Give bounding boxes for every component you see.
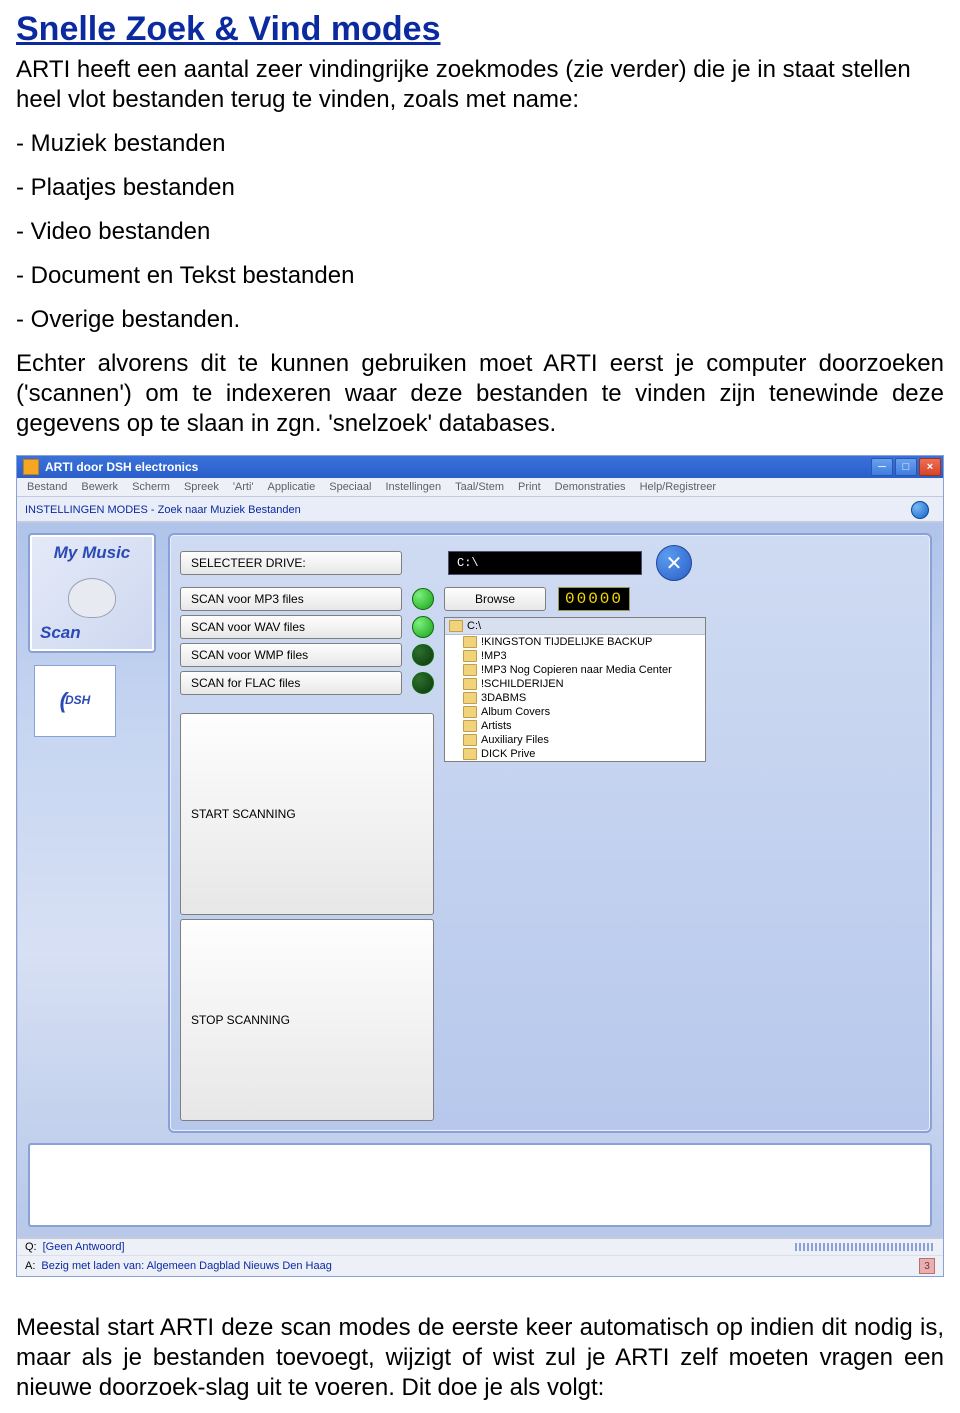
app-icon — [23, 459, 39, 475]
folder-icon — [463, 734, 477, 746]
menu-arti[interactable]: 'Arti' — [233, 481, 254, 493]
led-wmp — [412, 644, 434, 666]
folder-icon — [463, 636, 477, 648]
mouse-icon — [68, 578, 116, 618]
status-a-label: A: — [25, 1260, 35, 1272]
doc-bullet-4: - Overige bestanden. — [0, 305, 960, 345]
doc-bullet-0: - Muziek bestanden — [0, 129, 960, 169]
scan-mp3-button[interactable]: SCAN voor MP3 files — [180, 587, 402, 611]
folder-item[interactable]: !MP3 Nog Copieren naar Media Center — [445, 663, 705, 677]
select-drive-button[interactable]: SELECTEER DRIVE: — [180, 551, 402, 575]
window-title: ARTI door DSH electronics — [45, 460, 871, 474]
folder-item[interactable]: !MP3 — [445, 649, 705, 663]
doc-heading: Snelle Zoek & Vind modes — [0, 0, 960, 55]
folder-item-label: Album Covers — [481, 706, 550, 718]
mode-subheader: INSTELLINGEN MODES - Zoek naar Muziek Be… — [17, 497, 943, 522]
menu-demonstraties[interactable]: Demonstraties — [555, 481, 626, 493]
stop-scanning-button[interactable]: STOP SCANNING — [180, 919, 434, 1121]
dsh-logo-tile[interactable]: DSH — [34, 665, 116, 737]
mymusic-label: My Music — [54, 543, 131, 563]
scan-label: Scan — [40, 623, 81, 643]
folder-root[interactable]: C:\ — [445, 618, 705, 635]
doc-bullet-1: - Plaatjes bestanden — [0, 173, 960, 213]
doc-intro: ARTI heeft een aantal zeer vindingrijke … — [0, 55, 960, 125]
folder-root-label: C:\ — [467, 620, 481, 632]
folder-icon — [463, 720, 477, 732]
status-badge: 3 — [919, 1258, 935, 1274]
folder-listbox[interactable]: C:\ !KINGSTON TIJDELIJKE BACKUP !MP3 !MP… — [444, 617, 706, 762]
menu-bewerk[interactable]: Bewerk — [81, 481, 118, 493]
doc-bullet-3: - Document en Tekst bestanden — [0, 261, 960, 301]
folder-item-label: DICK Prive — [481, 748, 535, 760]
maximize-button[interactable]: □ — [895, 458, 917, 476]
menu-help[interactable]: Help/Registreer — [640, 481, 716, 493]
menu-scherm[interactable]: Scherm — [132, 481, 170, 493]
menu-taalstem[interactable]: Taal/Stem — [455, 481, 504, 493]
led-wav — [412, 616, 434, 638]
led-flac — [412, 672, 434, 694]
browse-button[interactable]: Browse — [444, 587, 546, 611]
folder-item[interactable]: Album Covers — [445, 705, 705, 719]
folder-item[interactable]: Artists — [445, 719, 705, 733]
titlebar: ARTI door DSH electronics ─ □ × — [17, 456, 943, 478]
menu-instellingen[interactable]: Instellingen — [385, 481, 441, 493]
drive-display: C:\ — [448, 551, 642, 575]
log-panel — [28, 1143, 932, 1227]
start-scanning-button[interactable]: START SCANNING — [180, 713, 434, 915]
folder-item-label: 3DABMS — [481, 692, 526, 704]
mymusic-tile[interactable]: My Music Scan — [28, 533, 156, 653]
folder-icon — [463, 706, 477, 718]
folder-icon — [449, 620, 463, 632]
scan-panel: SELECTEER DRIVE: C:\ ✕ SCAN voor MP3 fil… — [168, 533, 932, 1133]
menu-print[interactable]: Print — [518, 481, 541, 493]
folder-item-label: !SCHILDERIJEN — [481, 678, 564, 690]
dsh-logo-text: DSH — [60, 688, 91, 714]
status-a-text: Bezig met laden van: Algemeen Dagblad Ni… — [41, 1260, 331, 1272]
folder-item-label: !MP3 Nog Copieren naar Media Center — [481, 664, 672, 676]
menu-applicatie[interactable]: Applicatie — [268, 481, 316, 493]
folder-icon — [463, 664, 477, 676]
folder-item[interactable]: DICK Prive — [445, 747, 705, 761]
folder-item-label: Auxiliary Files — [481, 734, 549, 746]
doc-bullet-2: - Video bestanden — [0, 217, 960, 257]
menu-spreek[interactable]: Spreek — [184, 481, 219, 493]
folder-icon — [463, 678, 477, 690]
folder-item-label: !MP3 — [481, 650, 507, 662]
close-button[interactable]: × — [919, 458, 941, 476]
ie-icon[interactable] — [911, 501, 929, 519]
folder-icon — [463, 692, 477, 704]
folder-item[interactable]: 3DABMS — [445, 691, 705, 705]
mode-subheader-text: INSTELLINGEN MODES - Zoek naar Muziek Be… — [25, 504, 301, 516]
status-q-text: [Geen Antwoord] — [43, 1241, 125, 1253]
status-row-q: Q: [Geen Antwoord] — [17, 1238, 943, 1255]
menu-bestand[interactable]: Bestand — [27, 481, 67, 493]
doc-para2: Echter alvorens dit te kunnen gebruiken … — [0, 349, 960, 449]
close-circle-button[interactable]: ✕ — [656, 545, 692, 581]
content-area: My Music Scan DSH SELECTEER DRIVE: C:\ ✕ — [17, 522, 943, 1238]
folder-icon — [463, 748, 477, 760]
status-q-label: Q: — [25, 1241, 37, 1253]
menubar: Bestand Bewerk Scherm Spreek 'Arti' Appl… — [17, 478, 943, 497]
folder-item[interactable]: Auxiliary Files — [445, 733, 705, 747]
menu-speciaal[interactable]: Speciaal — [329, 481, 371, 493]
doc-outro: Meestal start ARTI deze scan modes de ee… — [0, 1313, 960, 1413]
folder-item[interactable]: !SCHILDERIJEN — [445, 677, 705, 691]
scan-flac-button[interactable]: SCAN for FLAC files — [180, 671, 402, 695]
status-row-a: A: Bezig met laden van: Algemeen Dagblad… — [17, 1255, 943, 1276]
scan-wav-button[interactable]: SCAN voor WAV files — [180, 615, 402, 639]
app-window: ARTI door DSH electronics ─ □ × Bestand … — [16, 455, 944, 1277]
minimize-button[interactable]: ─ — [871, 458, 893, 476]
led-mp3 — [412, 588, 434, 610]
folder-item[interactable]: !KINGSTON TIJDELIJKE BACKUP — [445, 635, 705, 649]
progress-dots — [795, 1243, 935, 1251]
folder-icon — [463, 650, 477, 662]
scan-counter: 00000 — [558, 587, 630, 611]
folder-item-label: !KINGSTON TIJDELIJKE BACKUP — [481, 636, 652, 648]
scan-wmp-button[interactable]: SCAN voor WMP files — [180, 643, 402, 667]
folder-item-label: Artists — [481, 720, 512, 732]
